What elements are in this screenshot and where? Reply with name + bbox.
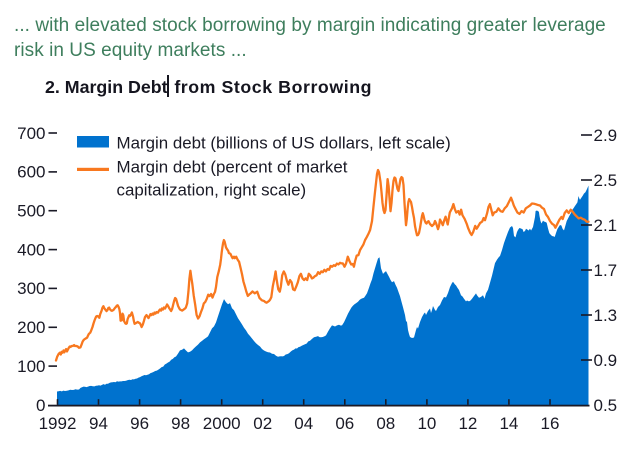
svg-text:700: 700: [17, 124, 45, 143]
svg-text:2000: 2000: [203, 414, 241, 433]
svg-text:10: 10: [417, 414, 436, 433]
svg-text:Margin debt (percent of market: Margin debt (percent of market: [117, 158, 348, 177]
svg-text:02: 02: [253, 414, 272, 433]
svg-text:96: 96: [130, 414, 149, 433]
svg-text:2.9: 2.9: [594, 126, 618, 145]
svg-text:1.7: 1.7: [594, 261, 618, 280]
svg-text:capitalization, right scale): capitalization, right scale): [117, 181, 307, 200]
svg-text:06: 06: [335, 414, 354, 433]
svg-text:14: 14: [499, 414, 518, 433]
svg-text:2.1: 2.1: [594, 216, 618, 235]
svg-text:Margin debt (billions of US do: Margin debt (billions of US dollars, lef…: [117, 134, 451, 153]
svg-text:2.5: 2.5: [594, 171, 618, 190]
svg-text:1.3: 1.3: [594, 306, 618, 325]
svg-text:0.9: 0.9: [594, 351, 618, 370]
svg-text:300: 300: [17, 279, 45, 298]
svg-text:94: 94: [89, 414, 108, 433]
svg-text:12: 12: [458, 414, 477, 433]
svg-text:200: 200: [17, 318, 45, 337]
svg-text:16: 16: [541, 414, 560, 433]
svg-text:600: 600: [17, 163, 45, 182]
svg-text:98: 98: [171, 414, 190, 433]
svg-text:100: 100: [17, 357, 45, 376]
svg-text:500: 500: [17, 202, 45, 221]
svg-text:0.5: 0.5: [594, 396, 618, 415]
svg-text:08: 08: [376, 414, 395, 433]
svg-text:04: 04: [294, 414, 313, 433]
svg-text:400: 400: [17, 240, 45, 259]
svg-text:0: 0: [36, 396, 45, 415]
svg-text:1992: 1992: [39, 414, 77, 433]
